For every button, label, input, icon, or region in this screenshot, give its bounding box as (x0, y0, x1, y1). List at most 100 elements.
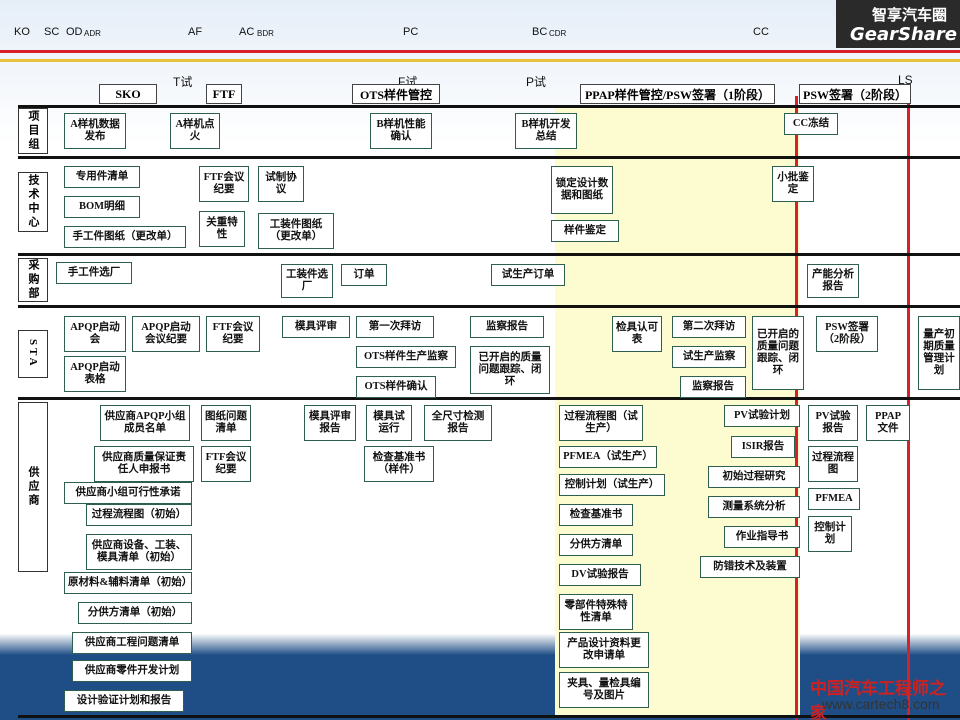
task-box: 产品设计资料更改申请单 (559, 632, 649, 668)
task-box: 订单 (341, 264, 387, 286)
task-box: 供应商APQP小组成员名单 (100, 405, 190, 441)
phase: PPAP样件管控/PSW签署（1阶段） (580, 84, 775, 104)
task-box: 模具评审 (282, 316, 350, 338)
gate-label: T试 (173, 75, 193, 89)
task-box: 检查基准书 (559, 504, 633, 526)
task-box: 模具试运行 (366, 405, 412, 441)
task-box: FTF会议纪要 (206, 316, 260, 352)
lane-label: 供应商 (18, 402, 48, 572)
task-box: PPAP文件 (866, 405, 910, 441)
lane-label: 采购部 (18, 258, 48, 302)
task-box: 供应商小组可行性承诺 (64, 482, 192, 504)
task-box: OTS样件生产监察 (356, 346, 456, 368)
task-box: 监察报告 (680, 376, 746, 398)
task-box: DV试验报告 (559, 564, 641, 586)
task-box: 过程流程图（初始） (86, 504, 192, 526)
task-box: 测量系统分析 (708, 496, 800, 518)
task-box: 手工件图纸（更改单） (64, 226, 186, 248)
row-separator (18, 156, 960, 159)
phase: FTF (206, 84, 242, 104)
task-box: 第一次拜访 (356, 316, 434, 338)
task-box: PFMEA（试生产） (559, 446, 657, 468)
logo-title: 智享汽车圈 (872, 6, 948, 24)
logo: 智享汽车圈 GearShare (836, 0, 960, 48)
task-box: 设计验证计划和报告 (64, 690, 184, 712)
task-box: PV试验报告 (808, 405, 858, 441)
row-separator (18, 397, 960, 400)
row-separator (18, 305, 960, 308)
task-box: 试生产监察 (672, 346, 746, 368)
task-box: 模具评审报告 (304, 405, 356, 441)
task-box: B样机性能确认 (370, 113, 432, 149)
task-box: 作业指导书 (724, 526, 800, 548)
timeline-yellow (0, 59, 960, 62)
task-box: 分供方清单（初始） (78, 602, 192, 624)
task-box: 过程流程图 (808, 446, 858, 482)
task-box: BOM明细 (64, 196, 140, 218)
task-box: 供应商工程问题清单 (72, 632, 192, 654)
task-box: 产能分析报告 (807, 264, 859, 298)
milestone: OD (66, 26, 83, 38)
gate-label: P试 (526, 75, 547, 89)
task-box: 样件鉴定 (551, 220, 619, 242)
task-box: 初始过程研究 (708, 466, 800, 488)
task-box: 第二次拜访 (672, 316, 746, 338)
task-box: 检查基准书（样件） (364, 446, 434, 482)
watermark: www.cartech8.com (822, 696, 940, 712)
milestone: AF (188, 26, 203, 38)
task-box: 小批鉴定 (772, 166, 814, 202)
task-box: 锁定设计数据和图纸 (551, 166, 613, 214)
task-box: 关重特性 (199, 211, 245, 247)
task-box: 供应商零件开发计划 (72, 660, 192, 682)
task-box: PFMEA (808, 488, 860, 510)
task-box: 工装件选厂 (281, 264, 333, 298)
task-box: 控制计划 (808, 516, 852, 552)
milestone: CDR (549, 29, 567, 38)
task-box: CC冻结 (784, 113, 838, 135)
task-box: FTF会议纪要 (199, 166, 249, 202)
milestone: ADR (84, 29, 101, 38)
task-box: 图纸问题清单 (201, 405, 251, 441)
task-box: 试生产订单 (491, 264, 565, 286)
milestone: PC (403, 26, 419, 38)
task-box: 过程流程图（试生产） (559, 405, 643, 441)
task-box: 控制计划（试生产） (559, 474, 665, 496)
row-separator (18, 253, 960, 256)
logo-sub: GearShare (850, 24, 958, 45)
task-box: ISIR报告 (731, 436, 795, 458)
task-box: B样机开发总结 (515, 113, 577, 149)
task-box: A样机数据发布 (64, 113, 126, 149)
task-box: PV试验计划 (724, 405, 800, 427)
phase: PSW签署（2阶段） (799, 84, 911, 104)
task-box: 手工件选厂 (56, 262, 132, 284)
milestone: SC (44, 26, 60, 38)
task-box: OTS样件确认 (356, 376, 436, 398)
lane-label: 技术中心 (18, 172, 48, 232)
milestone: BDR (257, 29, 274, 38)
milestone: AC (239, 26, 255, 38)
milestone: BC (532, 26, 548, 38)
task-box: 已开启的质量问题跟踪、闭环 (752, 316, 804, 390)
milestone: KO (14, 26, 30, 38)
lane-label: 项目组 (18, 108, 48, 154)
task-box: A样机点火 (170, 113, 220, 149)
task-box: 量产初期质量管理计划 (918, 316, 960, 390)
task-box: 全尺寸检测报告 (424, 405, 492, 441)
row-separator (18, 105, 960, 108)
task-box: 供应商质量保证责任人申报书 (94, 446, 194, 482)
timeline-red (0, 50, 960, 53)
task-box: 供应商设备、工装、模具清单（初始） (86, 534, 192, 570)
task-box: 监察报告 (470, 316, 544, 338)
task-box: APQP启动表格 (64, 356, 126, 392)
phase: SKO (99, 84, 157, 104)
task-box: FTF会议纪要 (201, 446, 251, 482)
task-box: APQP启动会议纪要 (132, 316, 200, 352)
task-box: 零部件特殊特性清单 (559, 594, 633, 630)
task-box: 试制协议 (258, 166, 304, 202)
task-box: 检具认可表 (612, 316, 662, 352)
task-box: 分供方清单 (559, 534, 633, 556)
lane-label: STA (18, 330, 48, 378)
watermark: 中国汽车工程师之家 (810, 679, 946, 720)
task-box: 工装件图纸（更改单） (258, 213, 334, 249)
